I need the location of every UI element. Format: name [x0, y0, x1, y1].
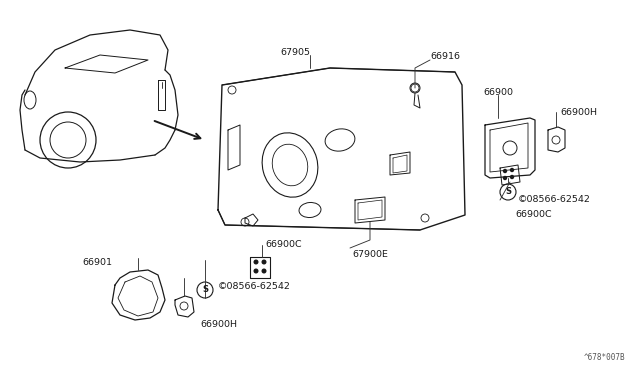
- Circle shape: [504, 170, 506, 173]
- Circle shape: [511, 169, 513, 171]
- Circle shape: [254, 269, 258, 273]
- Circle shape: [262, 260, 266, 264]
- Text: ©08566-62542: ©08566-62542: [518, 195, 591, 204]
- Text: 66900H: 66900H: [200, 320, 237, 329]
- Text: 66901: 66901: [82, 258, 112, 267]
- Text: S: S: [505, 187, 511, 196]
- Circle shape: [511, 176, 513, 179]
- Circle shape: [504, 176, 506, 180]
- Text: 67900E: 67900E: [352, 250, 388, 259]
- Text: 66900C: 66900C: [515, 210, 552, 219]
- Text: 67905: 67905: [280, 48, 310, 57]
- Text: ©08566-62542: ©08566-62542: [218, 282, 291, 291]
- Text: 66916: 66916: [430, 52, 460, 61]
- Text: 66900: 66900: [483, 88, 513, 97]
- Text: S: S: [202, 285, 208, 295]
- Text: 66900H: 66900H: [560, 108, 597, 117]
- Circle shape: [262, 269, 266, 273]
- Text: 66900C: 66900C: [265, 240, 301, 249]
- Text: ^678*007B: ^678*007B: [584, 353, 625, 362]
- Circle shape: [254, 260, 258, 264]
